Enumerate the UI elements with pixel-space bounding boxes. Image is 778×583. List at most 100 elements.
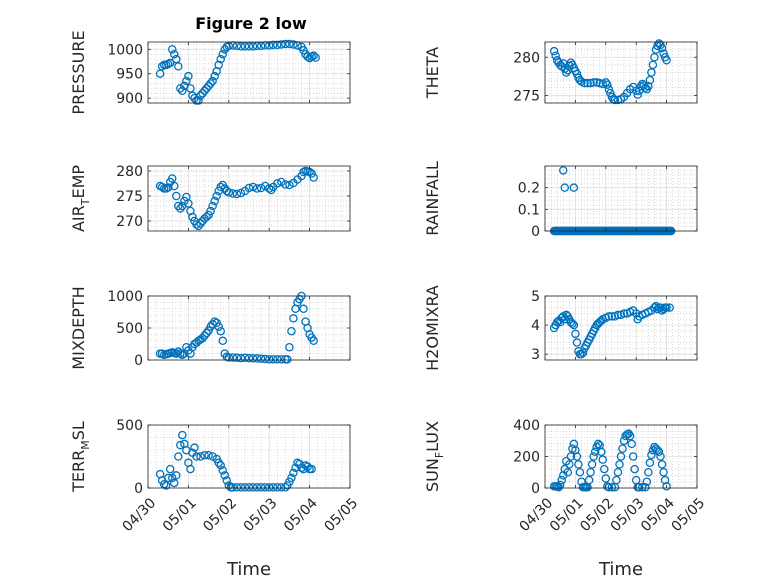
data-point [220,471,230,480]
y-axis-label: H2OMIXRA [423,285,442,371]
y-tick-label: 1000 [107,289,143,305]
data-point [252,354,262,363]
data-series [155,166,318,231]
y-tick-label: 950 [116,67,143,83]
data-point [186,464,195,474]
data-point [244,353,254,363]
data-point [303,52,312,61]
data-point [170,49,179,59]
data-point [264,355,274,364]
axes-box [147,41,351,104]
data-point [172,191,181,201]
y-tick-label: 3 [531,347,540,363]
data-point [293,458,302,468]
axes-box [147,424,351,489]
data-point [283,355,292,364]
data-point [572,452,582,461]
major-grid [147,166,351,231]
data-point [625,431,635,441]
y-axis-label: SUNFLUX [423,421,446,492]
data-point [549,46,559,56]
data-point [200,331,209,340]
y-tick-label: 280 [116,164,143,180]
data-point [268,355,278,364]
data-point [174,452,183,461]
data-series [549,301,674,359]
data-point [206,322,215,331]
subplot-3: 270 275 280 AIRTEMP [69,164,351,232]
data-point [228,483,238,492]
data-point [188,212,197,222]
x-axis-label: Time [226,559,271,580]
data-point [268,40,278,50]
data-point [309,51,318,60]
data-point [593,439,603,449]
y-tick-label: 0 [531,481,540,497]
minor-grid [545,296,697,361]
data-point [601,474,611,483]
x-tick-label: 05/04 [638,495,678,535]
data-point [256,483,266,492]
data-point [264,184,274,193]
data-point [206,206,215,216]
data-point [214,322,223,331]
data-point [311,53,320,62]
data-point [612,475,621,485]
data-point [236,483,246,492]
data-point [228,353,238,362]
y-tick-label: 200 [513,450,540,466]
data-point [590,447,600,457]
data-point [218,49,227,59]
data-point [552,317,562,327]
data-point [572,338,582,347]
data-point [562,68,571,77]
x-tick-label: 05/02 [577,495,617,535]
data-point [285,342,294,352]
data-point [571,329,580,339]
data-point [277,40,286,49]
data-point [163,183,173,192]
data-point [618,444,627,453]
data-point [601,78,611,87]
data-point [157,182,167,192]
x-tick-label: 05/05 [668,495,708,535]
data-point [289,468,298,478]
data-point [613,467,623,477]
data-point [584,475,594,485]
data-point [287,326,296,336]
data-point [170,478,179,488]
data-point [569,320,579,330]
y-axis-label: AIRTEMP [69,165,92,232]
data-point [202,212,211,222]
data-point [628,452,638,461]
data-point [656,452,665,461]
data-point [583,78,592,88]
data-point [210,196,219,206]
x-tick-label: 05/03 [608,495,648,535]
data-point [281,483,290,492]
data-point [657,460,667,469]
x-tick-label: 04/30 [516,495,556,535]
data-point [192,220,201,229]
data-point [589,452,598,461]
data-point [236,42,246,51]
data-point [616,452,626,461]
data-point [568,319,577,328]
data-point [212,191,221,201]
x-tick-label: 05/02 [200,495,240,535]
data-point [630,464,639,474]
data-point [307,464,316,474]
data-point [190,443,199,452]
data-point [555,480,565,490]
plot-area [545,296,697,360]
data-point [236,188,246,198]
data-point [208,201,217,211]
data-point [641,482,650,492]
data-point [644,81,653,91]
y-tick-label: 280 [513,50,540,66]
axes-box [544,295,698,361]
data-point [647,68,656,77]
data-point [248,42,258,51]
data-point [172,471,181,480]
